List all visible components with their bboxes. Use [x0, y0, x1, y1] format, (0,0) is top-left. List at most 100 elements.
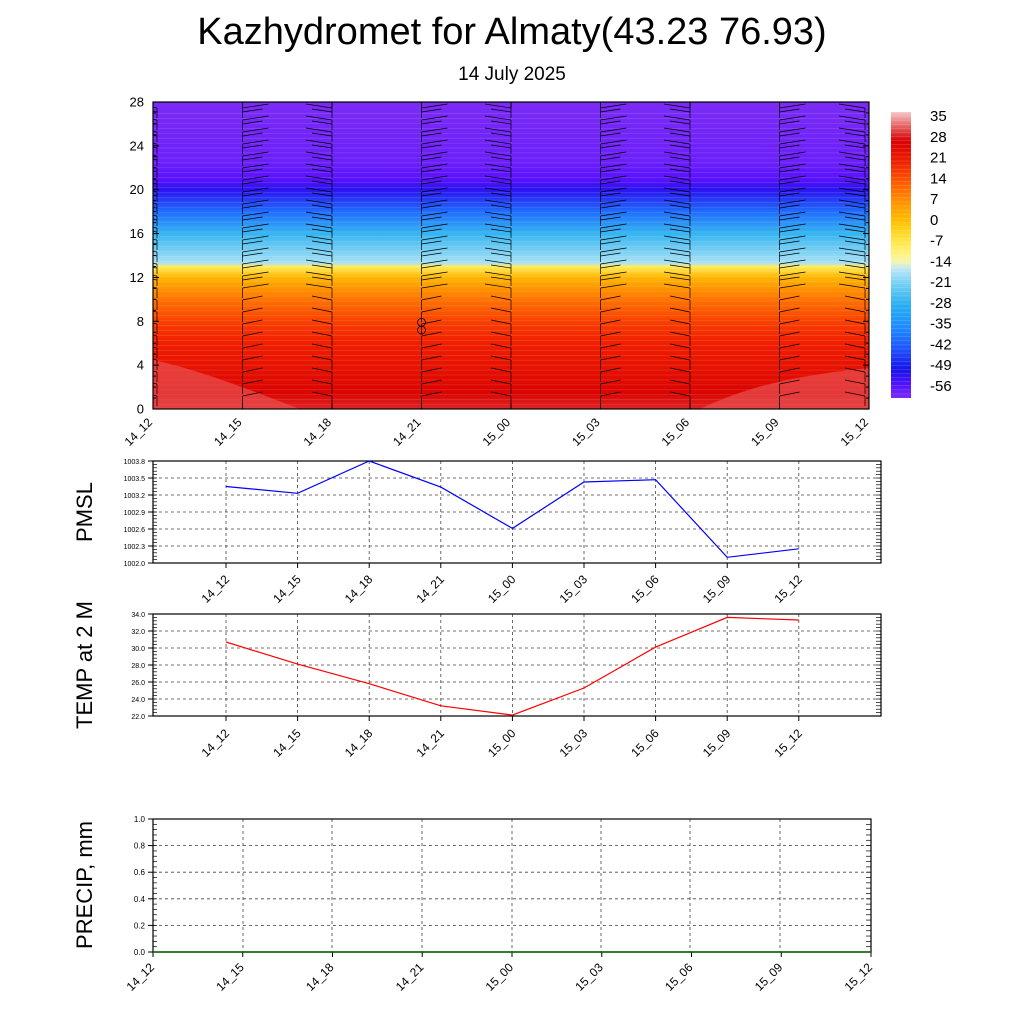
wind-barb — [242, 307, 263, 313]
wind-barb — [153, 159, 158, 161]
wind-barb — [242, 139, 269, 145]
colorbar-label: 14 — [930, 170, 947, 187]
wind-barb — [779, 211, 806, 217]
wind-barb — [311, 156, 333, 161]
series-line — [225, 460, 799, 558]
wind-barb — [242, 264, 263, 269]
y-tick-label: 0 — [137, 402, 144, 417]
y-tick-label: 26.0 — [131, 680, 145, 687]
wind-barb — [779, 120, 800, 125]
wind-barb — [600, 211, 627, 217]
wind-barb — [600, 223, 627, 229]
y-tick-label: 34.0 — [131, 612, 145, 619]
wind-barb — [242, 211, 269, 217]
wind-barb — [421, 156, 442, 161]
x-tick-label: 14_18 — [342, 572, 376, 606]
wind-barb — [669, 156, 691, 161]
colorbar-label: 21 — [930, 150, 947, 167]
wind-barb — [490, 156, 512, 161]
wind-barb — [490, 307, 512, 313]
wind-barb — [779, 283, 806, 289]
y-tick-label: 0.0 — [134, 948, 146, 957]
x-tick-label: 15_03 — [572, 960, 606, 994]
x-tick-label: 15_09 — [752, 960, 786, 994]
wind-barb — [421, 264, 442, 269]
wind-barb — [779, 168, 800, 173]
wind-barb — [484, 283, 512, 289]
wind-barb — [490, 295, 512, 301]
y-tick-label: 1002.9 — [124, 510, 146, 517]
wind-barb — [600, 355, 621, 361]
wind-barb — [779, 379, 800, 385]
wind-barb — [153, 195, 158, 197]
wind-barb — [779, 235, 806, 241]
wind-barb — [153, 111, 158, 113]
x-tick-label: 15_00 — [480, 415, 514, 449]
y-tick-label: 16 — [130, 226, 144, 241]
wind-barb — [844, 168, 866, 173]
colorbar-ramp — [891, 112, 911, 398]
wind-barb — [311, 180, 333, 185]
wind-barb — [669, 240, 691, 245]
colorbar-label: -28 — [930, 295, 952, 312]
x-tick-label: 15_03 — [557, 726, 591, 760]
wind-barb — [600, 271, 627, 277]
wind-barb — [838, 151, 866, 157]
x-tick-label: 14_15 — [270, 726, 304, 760]
x-tick-label: 15_12 — [771, 726, 805, 760]
wind-barb — [242, 144, 263, 149]
wind-barb — [305, 259, 333, 265]
wind-barb — [838, 103, 866, 109]
wind-barb — [779, 307, 800, 313]
wind-barb — [305, 199, 333, 205]
wind-barb — [421, 235, 448, 241]
surface-warm-area — [153, 360, 300, 409]
wind-barb — [600, 199, 627, 205]
wind-barb — [669, 367, 691, 373]
wind-barb — [242, 391, 263, 397]
wind-barb — [490, 343, 512, 349]
wind-barb — [311, 319, 333, 325]
wind-barb — [153, 183, 158, 185]
wind-barb — [242, 127, 269, 133]
y-tick-label: 1003.2 — [124, 493, 146, 500]
x-tick-label: 15_12 — [842, 960, 876, 994]
wind-barb — [421, 276, 442, 281]
wind-barb — [311, 331, 333, 337]
x-tick-label: 14_21 — [413, 572, 447, 606]
wind-barb — [600, 295, 621, 301]
wind-barb — [779, 144, 800, 149]
wind-barb — [421, 319, 442, 325]
cross-section-panel: 0 4 8 12 16 20 24 28 14_12 14_15 14_18 14_21 15_00 15… — [122, 95, 872, 449]
wind-barb — [779, 276, 800, 281]
wind-barb — [838, 127, 866, 133]
x-tick-label: 14_15 — [213, 960, 247, 994]
wind-barb — [421, 252, 442, 257]
wind-barb — [669, 264, 691, 269]
wind-barb — [838, 115, 866, 121]
wind-barb — [421, 331, 442, 337]
wind-barb — [779, 151, 806, 157]
wind-barb — [490, 264, 512, 269]
y-tick-label: 20 — [130, 182, 144, 197]
wind-barb — [311, 307, 333, 313]
y-tick-label: 0.6 — [134, 868, 146, 877]
wind-barb — [484, 127, 512, 133]
wind-barb — [305, 103, 333, 109]
wind-barb — [311, 204, 333, 209]
wind-barb — [600, 187, 627, 193]
chart-title: Kazhydromet for Almaty(43.23 76.93) — [197, 11, 827, 53]
wind-barb — [484, 187, 512, 193]
wind-barb — [600, 180, 621, 185]
wind-barb — [153, 231, 158, 233]
wind-barb — [663, 211, 691, 217]
wind-barb — [242, 283, 269, 289]
wind-barb — [838, 235, 866, 241]
wind-barb — [242, 163, 269, 169]
wind-barb — [421, 103, 448, 109]
wind-barb — [490, 367, 512, 373]
wind-barb — [838, 283, 866, 289]
wind-barb — [421, 307, 442, 313]
wind-barb — [490, 379, 512, 385]
wind-barb — [490, 120, 512, 125]
